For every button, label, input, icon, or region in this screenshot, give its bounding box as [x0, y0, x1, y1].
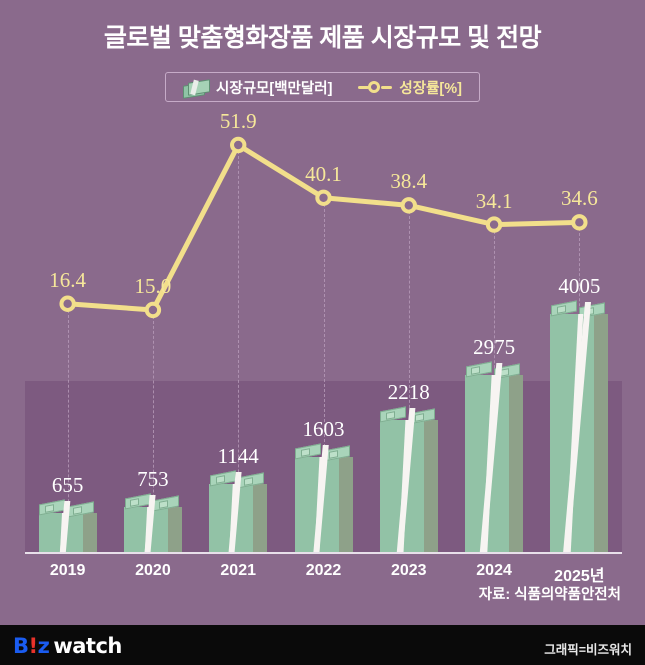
x-label-2019: 2019 [49, 562, 86, 579]
point-marker [144, 301, 162, 319]
line-marker-icon [358, 81, 393, 93]
bar-value-2025년: 4005 [558, 274, 601, 298]
bizwatch-logo[interactable]: B!z watch [13, 634, 122, 658]
gridline [67, 309, 69, 552]
gridline [408, 211, 410, 552]
point-marker [315, 189, 332, 206]
point-value-2023: 38.4 [390, 169, 428, 194]
legend-item-growth-rate: 성장률[%] [358, 77, 462, 98]
bar-2023 [379, 406, 438, 554]
bar-2019 [38, 499, 97, 554]
point-value-2025년: 34.6 [560, 186, 598, 211]
point-value-2024: 34.1 [475, 188, 513, 213]
logo-letter-z: z [37, 634, 50, 658]
logo-letter-b: B [13, 634, 29, 658]
x-axis-line [25, 552, 622, 554]
x-label-2024: 2024 [476, 562, 512, 579]
bar-value-2020: 753 [137, 467, 169, 491]
x-label-2020: 2020 [135, 562, 171, 579]
x-label-2023: 2023 [390, 562, 427, 579]
page-title: 글로벌 맞춤형화장품 제품 시장규모 및 전망 [103, 24, 542, 52]
point-marker [59, 295, 76, 312]
bar-2025년 [550, 300, 609, 554]
point-marker [230, 136, 247, 154]
logo-letter-bang: ! [28, 634, 39, 658]
point-marker [571, 214, 588, 231]
legend-item-market-size: 시장규모[백만달러] [183, 77, 333, 99]
gridline [152, 316, 154, 552]
bar-2024 [465, 361, 524, 554]
bar-value-2019: 655 [51, 473, 84, 497]
legend-label-market-size: 시장규모[백만달러] [216, 80, 333, 97]
legend-label-growth-rate: 성장률[%] [399, 80, 462, 97]
x-label-2021: 2021 [220, 562, 256, 579]
x-label-2025년: 2025년 [554, 568, 605, 585]
point-value-2021: 51.9 [219, 109, 257, 133]
point-value-2022: 40.1 [305, 161, 342, 186]
bar-2022 [294, 443, 353, 554]
x-label-2022: 2022 [305, 562, 342, 579]
bar-value-2023: 2218 [387, 380, 430, 404]
point-marker [485, 216, 503, 233]
point-value-2020: 15.0 [134, 274, 172, 298]
logo-word-watch: watch [53, 634, 122, 658]
chart-legend: 시장규모[백만달러] 성장률[%] [165, 72, 480, 102]
bar-2020 [123, 493, 182, 554]
bar-value-2021: 1144 [217, 444, 259, 468]
gridline [238, 151, 240, 552]
footer-bar: B!z watch 그래픽=비즈워치 [0, 625, 645, 665]
bar-value-2022: 1603 [302, 417, 345, 441]
bar-2021 [209, 470, 268, 554]
point-marker [400, 197, 417, 214]
point-value-2019: 16.4 [49, 267, 87, 292]
source-note: 자료: 식품의약품안전처 [478, 587, 621, 603]
gridline [323, 203, 325, 552]
graphic-credit: 그래픽=비즈워치 [544, 643, 632, 657]
bar-value-2024: 2975 [473, 335, 516, 359]
